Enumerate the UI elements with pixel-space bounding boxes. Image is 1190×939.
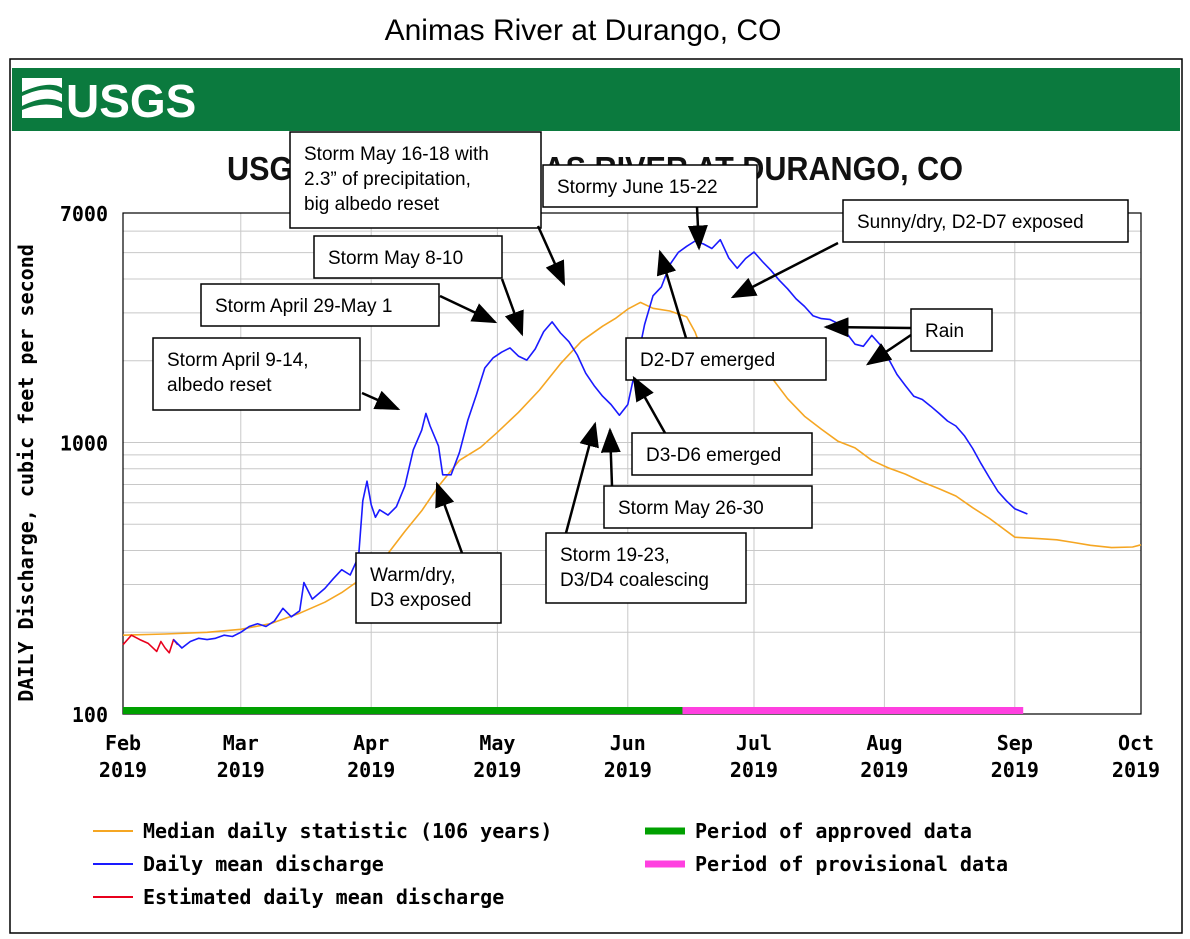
annotation-arrow [564,421,599,534]
annotation-arrow [500,278,524,337]
y-tick-label: 7000 [60,202,108,226]
annotation-arrow [865,333,912,366]
annotation-text: Sunny/dry, D2-D7 exposed [857,212,1084,233]
x-tick-month: Oct [1118,731,1154,755]
annotation-arrow [823,317,912,338]
x-tick-year: 2019 [347,758,395,782]
legend-label: Estimated daily mean discharge [143,885,504,909]
x-tick-year: 2019 [217,758,265,782]
annotation-arrow [536,225,566,287]
legend-label: Period of provisional data [695,852,1008,876]
annotation-text: Storm 19-23, [560,545,670,566]
period-bar [123,707,683,714]
x-tick-month: Jul [736,731,772,755]
annotation-text: Storm May 16-18 with [304,144,489,165]
x-tick-month: Sep [997,731,1033,755]
annotation-text: 2.3” of precipitation, [304,169,471,190]
annotation-text: big albedo reset [304,194,440,215]
x-tick-year: 2019 [473,758,521,782]
annotation-box [355,552,502,624]
annotation-text: Stormy June 15-22 [557,177,718,198]
x-tick-year: 2019 [730,758,778,782]
series-line [172,238,1028,649]
x-tick-year: 2019 [860,758,908,782]
annotation-box [313,235,503,279]
x-tick-month: Aug [866,731,902,755]
y-tick-label: 100 [72,703,108,727]
legend-label: Median daily statistic (106 years) [143,819,552,843]
annotation-arrow [600,427,621,487]
annotation-text: D3-D6 emerged [646,445,781,466]
annotation-text: D3 exposed [370,590,471,611]
annotation-box [842,199,1129,243]
annotation-box [631,432,813,476]
annotation-box [910,308,993,352]
annotation-box [152,337,361,411]
x-tick-year: 2019 [604,758,652,782]
usgs-header-band [12,68,1180,131]
x-tick-year: 2019 [1112,758,1160,782]
annotation-arrow [361,390,401,411]
annotation-arrow [439,294,498,324]
annotation-arrow [435,481,464,554]
x-tick-year: 2019 [99,758,147,782]
y-axis-label: DAILY Discharge, cubic feet per second [14,244,38,702]
annotation-arrow [730,241,839,299]
annotation-text: Storm May 26-30 [618,498,764,519]
annotation-arrow [632,375,667,434]
annotation-box [545,532,747,604]
annotation-box [603,485,813,529]
x-tick-month: May [479,731,515,755]
annotation-box [542,164,758,208]
usgs-logo-icon [22,78,62,118]
annotation-text: Storm April 29-May 1 [215,296,392,317]
x-tick-month: Jun [610,731,646,755]
series-line [122,634,179,654]
legend-label: Period of approved data [695,819,972,843]
annotation-box [200,283,440,327]
x-tick-month: Mar [223,731,259,755]
page-title: Animas River at Durango, CO [384,14,782,47]
annotation-text: D3/D4 coalescing [560,570,709,591]
period-bar [682,707,1024,714]
annotation-arrow [656,249,688,339]
annotation-box [289,131,542,229]
annotation-text: Rain [925,321,964,342]
legend-label: Daily mean discharge [143,852,384,876]
annotation-text: D2-D7 emerged [640,350,775,371]
annotation-arrow [687,206,708,251]
x-tick-year: 2019 [991,758,1039,782]
annotation-text: Storm May 8-10 [328,248,463,269]
annotation-text: albedo reset [167,375,272,396]
usgs-logo-text: USGS [66,75,196,127]
x-tick-month: Apr [353,731,389,755]
annotation-box [625,337,827,381]
x-tick-month: Feb [105,731,141,755]
annotation-text: Warm/dry, [370,565,456,586]
y-tick-label: 1000 [60,431,108,455]
annotation-text: Storm April 9-14, [167,350,309,371]
